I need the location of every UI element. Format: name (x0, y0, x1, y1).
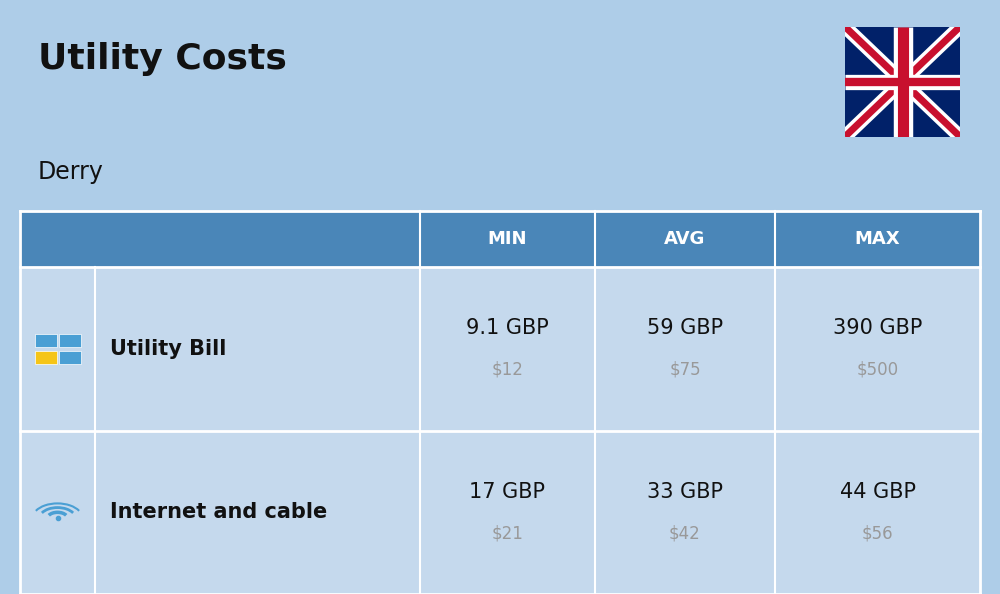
Text: Derry: Derry (38, 160, 104, 184)
Bar (59, 351, 81, 364)
Bar (34, 351, 56, 364)
Text: $500: $500 (856, 361, 899, 379)
Text: $75: $75 (669, 361, 701, 379)
Text: 17 GBP: 17 GBP (470, 482, 546, 501)
Bar (20, 267, 980, 431)
Text: Utility Costs: Utility Costs (38, 42, 287, 75)
Text: 33 GBP: 33 GBP (647, 482, 723, 501)
Bar (20, 211, 980, 267)
Text: MAX: MAX (855, 230, 900, 248)
Text: MIN: MIN (488, 230, 527, 248)
Text: Internet and cable: Internet and cable (110, 503, 327, 522)
Text: 9.1 GBP: 9.1 GBP (466, 318, 549, 338)
Text: $12: $12 (492, 361, 523, 379)
Text: 44 GBP: 44 GBP (840, 482, 916, 501)
Text: $21: $21 (492, 524, 523, 542)
Text: $56: $56 (862, 524, 893, 542)
Text: 59 GBP: 59 GBP (647, 318, 723, 338)
Bar (59, 333, 81, 347)
Text: Utility Bill: Utility Bill (110, 339, 226, 359)
Text: AVG: AVG (664, 230, 706, 248)
Bar (34, 333, 56, 347)
Text: 390 GBP: 390 GBP (833, 318, 922, 338)
Text: $42: $42 (669, 524, 701, 542)
Bar (20, 431, 980, 594)
